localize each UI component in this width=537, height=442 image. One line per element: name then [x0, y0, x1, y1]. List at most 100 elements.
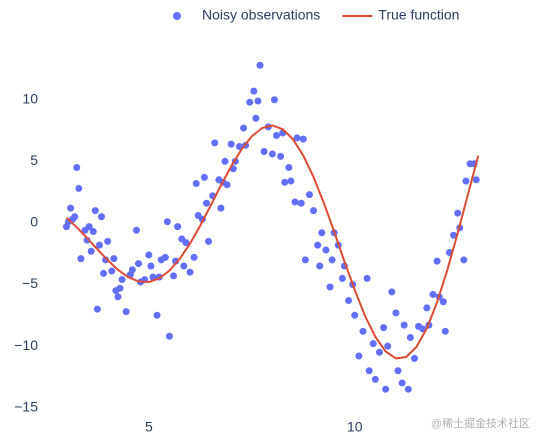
- observation-point: [89, 228, 97, 236]
- observation-point: [97, 213, 105, 221]
- observation-point: [110, 255, 118, 263]
- observation-point: [268, 150, 276, 158]
- observation-point: [132, 226, 140, 234]
- observation-point: [135, 260, 143, 268]
- observation-point: [365, 367, 373, 375]
- observation-point: [200, 173, 208, 181]
- observation-point: [122, 308, 130, 316]
- observation-point: [174, 223, 182, 231]
- observation-point: [95, 241, 103, 249]
- observation-point: [375, 348, 383, 356]
- observation-point: [75, 184, 83, 192]
- observation-point: [433, 257, 441, 265]
- observation-point: [270, 96, 278, 104]
- observation-point: [316, 262, 324, 270]
- observation-point: [104, 237, 112, 245]
- observation-point: [351, 311, 359, 319]
- observation-point: [281, 178, 289, 186]
- observation-point: [326, 283, 334, 291]
- x-tick-label: 10: [347, 419, 363, 435]
- observation-point: [202, 199, 210, 207]
- observation-point: [221, 157, 229, 165]
- observation-point: [297, 199, 305, 207]
- observation-point: [441, 327, 449, 335]
- observation-point: [165, 332, 173, 340]
- observation-point: [305, 191, 313, 199]
- observation-point: [149, 273, 157, 281]
- observation-point: [328, 256, 336, 264]
- observation-point: [291, 198, 299, 206]
- observation-point: [254, 97, 262, 105]
- observation-point: [108, 267, 116, 275]
- observation-point: [205, 237, 213, 245]
- observation-point: [454, 209, 462, 217]
- observation-point: [380, 324, 388, 332]
- observation-point: [406, 333, 414, 341]
- y-tick-label: −5: [22, 275, 38, 291]
- observation-point: [85, 223, 93, 231]
- observation-point: [363, 274, 371, 282]
- observation-point: [163, 218, 171, 226]
- observation-point: [462, 177, 470, 185]
- legend-marker: [173, 12, 181, 20]
- observation-point: [355, 352, 363, 360]
- observation-point: [398, 379, 406, 387]
- observation-point: [392, 309, 400, 317]
- y-tick-label: 0: [30, 214, 38, 230]
- observation-point: [314, 241, 322, 249]
- observation-point: [227, 140, 235, 148]
- observation-point: [217, 204, 225, 212]
- legend-label: True function: [378, 7, 459, 23]
- observation-point: [400, 321, 408, 329]
- observation-point: [77, 255, 85, 263]
- observation-point: [211, 139, 219, 147]
- observation-point: [116, 284, 124, 292]
- observation-point: [318, 229, 326, 237]
- observation-point: [186, 268, 194, 276]
- observation-point: [147, 262, 155, 270]
- observation-point: [252, 114, 260, 122]
- observation-point: [192, 180, 200, 188]
- observation-point: [153, 311, 161, 319]
- observation-point: [87, 247, 95, 255]
- observation-point: [410, 354, 418, 362]
- observation-point: [285, 163, 293, 171]
- observation-point: [73, 163, 81, 171]
- observation-point: [345, 297, 353, 305]
- observation-point: [250, 87, 258, 95]
- observation-point: [371, 375, 379, 383]
- watermark: @稀土掘金技术社区: [431, 416, 530, 430]
- y-tick-label: 10: [22, 90, 38, 106]
- observation-point: [287, 177, 295, 185]
- observation-point: [256, 61, 264, 69]
- observation-point: [128, 266, 136, 274]
- x-tick-label: 5: [145, 419, 153, 435]
- observation-point: [450, 231, 458, 239]
- observation-point: [102, 256, 110, 264]
- observation-point: [71, 213, 79, 221]
- observation-point: [246, 98, 254, 106]
- observation-point: [260, 147, 268, 155]
- observation-point: [310, 207, 318, 215]
- observation-point: [388, 288, 396, 296]
- observation-point: [118, 276, 126, 284]
- observation-point: [93, 305, 101, 313]
- observation-point: [170, 272, 178, 280]
- observation-point: [423, 304, 431, 312]
- observation-point: [190, 253, 198, 261]
- observation-point: [439, 298, 447, 306]
- observation-point: [460, 256, 468, 264]
- y-tick-label: −15: [14, 398, 38, 414]
- observation-point: [91, 207, 99, 215]
- observation-point: [404, 385, 412, 393]
- observation-point: [180, 262, 188, 270]
- observation-point: [182, 239, 190, 247]
- observation-point: [100, 269, 108, 277]
- y-tick-label: −10: [14, 337, 38, 353]
- observation-point: [299, 135, 307, 143]
- y-tick-label: 5: [30, 152, 38, 168]
- observation-point: [384, 342, 392, 350]
- observation-point: [322, 246, 330, 254]
- observation-point: [369, 340, 377, 348]
